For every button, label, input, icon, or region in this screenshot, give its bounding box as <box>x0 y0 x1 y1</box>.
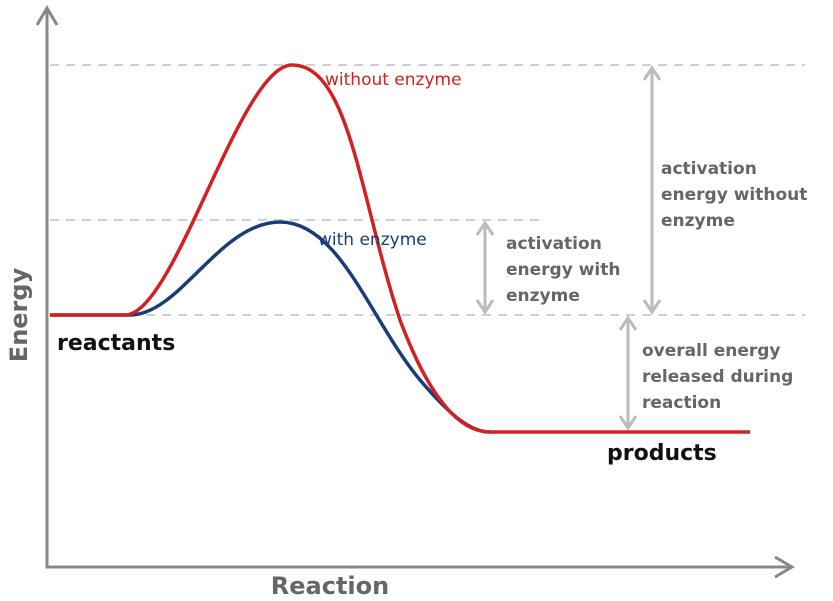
annotation-line: released during <box>642 367 793 387</box>
curve-label: without enzyme <box>325 70 462 90</box>
annotation-line: enzyme <box>506 286 580 306</box>
arrowhead <box>642 65 662 81</box>
curve-label: with enzyme <box>318 230 427 250</box>
x-axis-label: Reaction <box>271 572 389 600</box>
level-label: products <box>607 441 717 466</box>
level-label: reactants <box>57 331 175 356</box>
annotation-line: activation <box>506 234 602 254</box>
arrowhead <box>642 299 662 315</box>
arrowhead <box>475 299 495 315</box>
arrowhead <box>475 220 495 236</box>
annotation: overall energy released during reaction <box>642 341 793 413</box>
annotation-line: activation <box>661 159 757 179</box>
arrowhead <box>618 415 638 431</box>
bracket-arrows <box>475 65 662 431</box>
x-arrowhead <box>774 555 795 579</box>
annotation-line: overall energy <box>642 341 781 361</box>
axes <box>35 5 795 579</box>
axis-lines <box>45 10 790 569</box>
annotation: activation energy with enzyme <box>506 234 620 306</box>
curve-with-enzyme <box>50 220 491 434</box>
y-arrowhead <box>35 5 59 26</box>
annotation-line: energy with <box>506 260 620 280</box>
annotation-line: energy without <box>661 185 807 205</box>
annotation-line: enzyme <box>661 211 735 231</box>
annotation: activation energy without enzyme <box>661 159 807 231</box>
curve-without-enzyme <box>50 63 750 434</box>
arrowhead <box>618 315 638 331</box>
y-axis-label: Energy <box>5 267 33 362</box>
annotation-line: reaction <box>642 393 721 413</box>
guides <box>50 64 805 316</box>
